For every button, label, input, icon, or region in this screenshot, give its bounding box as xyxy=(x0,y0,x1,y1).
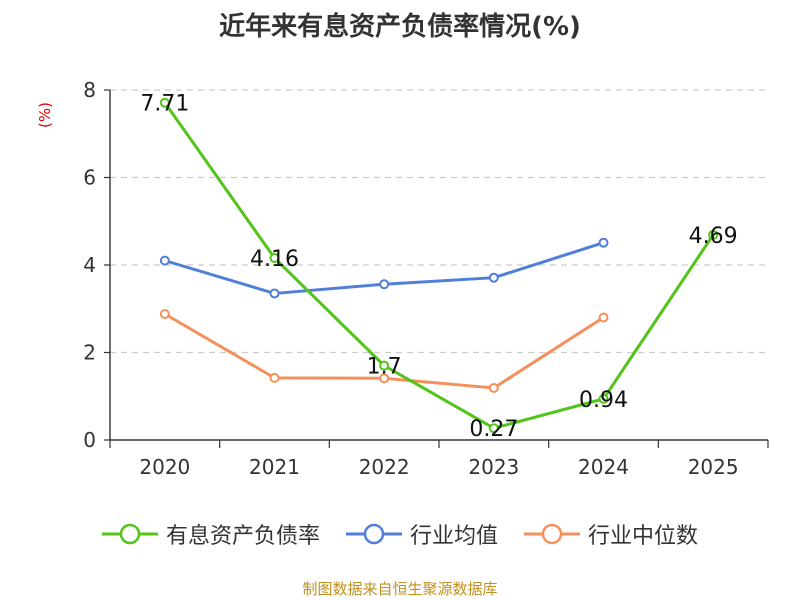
data-label: 1.7 xyxy=(367,355,402,380)
chart-legend[interactable]: 有息资产负债率 行业均值 行业中位数 xyxy=(0,518,800,550)
data-source-note: 制图数据来自恒生聚源数据库 xyxy=(302,580,498,598)
data-label: 4.16 xyxy=(250,247,299,272)
legend-item[interactable]: 行业中位数 xyxy=(524,518,698,550)
x-tick-label: 2025 xyxy=(688,455,739,479)
x-tick-label: 2024 xyxy=(578,455,629,479)
data-label: 4.69 xyxy=(689,224,738,249)
legend-swatch-icon xyxy=(101,523,158,545)
y-tick-label: 6 xyxy=(83,166,96,190)
x-tick-label: 2020 xyxy=(139,455,190,479)
data-point xyxy=(379,360,390,371)
data-point xyxy=(159,97,170,108)
x-tick-label: 2023 xyxy=(468,455,519,479)
data-point xyxy=(598,393,609,404)
legend-label: 有息资产负债率 xyxy=(165,524,320,549)
data-point xyxy=(488,272,499,283)
chart-title: 近年来有息资产负债率情况(%) xyxy=(219,12,581,42)
y-tick-label: 0 xyxy=(83,428,96,452)
data-point xyxy=(379,279,390,290)
data-label: 0.94 xyxy=(579,388,628,413)
y-tick-label: 4 xyxy=(83,253,96,277)
data-point xyxy=(708,229,719,240)
data-point xyxy=(269,372,280,383)
data-point xyxy=(159,309,170,319)
data-point xyxy=(269,253,280,263)
data-label: 0.27 xyxy=(469,417,518,442)
legend-item[interactable]: 有息资产负债率 xyxy=(101,518,320,550)
legend-swatch-icon xyxy=(345,523,402,545)
legend-swatch-icon xyxy=(524,523,580,545)
series-line xyxy=(163,101,715,430)
data-label: 7.71 xyxy=(140,92,189,117)
x-tick-label: 2022 xyxy=(359,455,410,479)
x-tick-label: 2021 xyxy=(249,455,300,479)
data-point xyxy=(598,237,609,248)
data-point xyxy=(159,255,170,266)
y-tick-label: 2 xyxy=(83,341,96,365)
y-tick-label: 8 xyxy=(83,78,96,102)
data-point xyxy=(488,382,499,393)
data-point xyxy=(269,288,280,299)
data-point xyxy=(379,373,390,384)
data-point xyxy=(488,423,499,434)
legend-label: 行业中位数 xyxy=(588,524,699,549)
legend-label: 行业均值 xyxy=(409,524,498,549)
legend-item[interactable]: 行业均值 xyxy=(345,518,498,550)
data-point xyxy=(598,312,609,323)
